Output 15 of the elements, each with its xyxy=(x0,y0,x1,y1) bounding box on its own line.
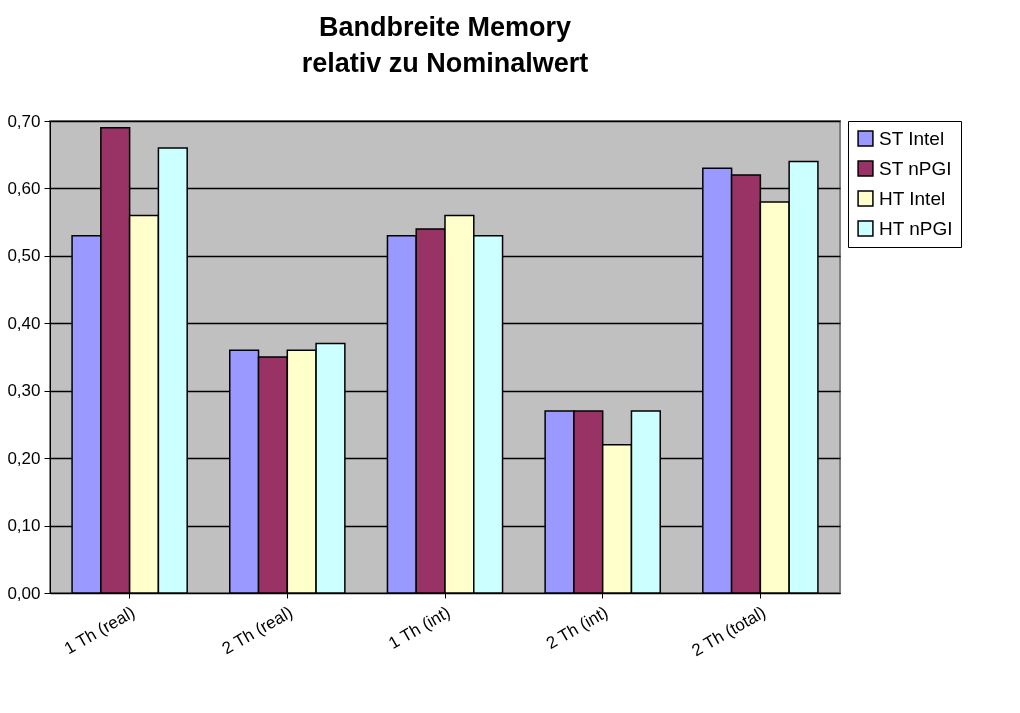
y-tick-label: 0,10 xyxy=(7,516,41,536)
y-tick-label: 0,20 xyxy=(7,448,41,468)
y-tick-label: 0,30 xyxy=(7,381,41,401)
legend-label: ST nPGI xyxy=(879,157,952,179)
y-tick-label: 0,40 xyxy=(7,313,41,333)
y-tick-label: 0,50 xyxy=(7,246,41,266)
legend-label: ST Intel xyxy=(879,127,945,149)
x-tick-label: 1 Th (int) xyxy=(385,602,454,654)
y-tick-label: 0,60 xyxy=(7,178,41,198)
legend-label: HT nPGI xyxy=(879,217,953,239)
legend-label: HT Intel xyxy=(879,187,946,209)
y-tick-label: 0,00 xyxy=(7,583,41,603)
x-tick-label: 2 Th (int) xyxy=(543,602,612,654)
chart-title: Bandbreite Memory relativ zu Nominalwert xyxy=(301,12,589,78)
y-tick-label: 0,70 xyxy=(7,111,41,131)
